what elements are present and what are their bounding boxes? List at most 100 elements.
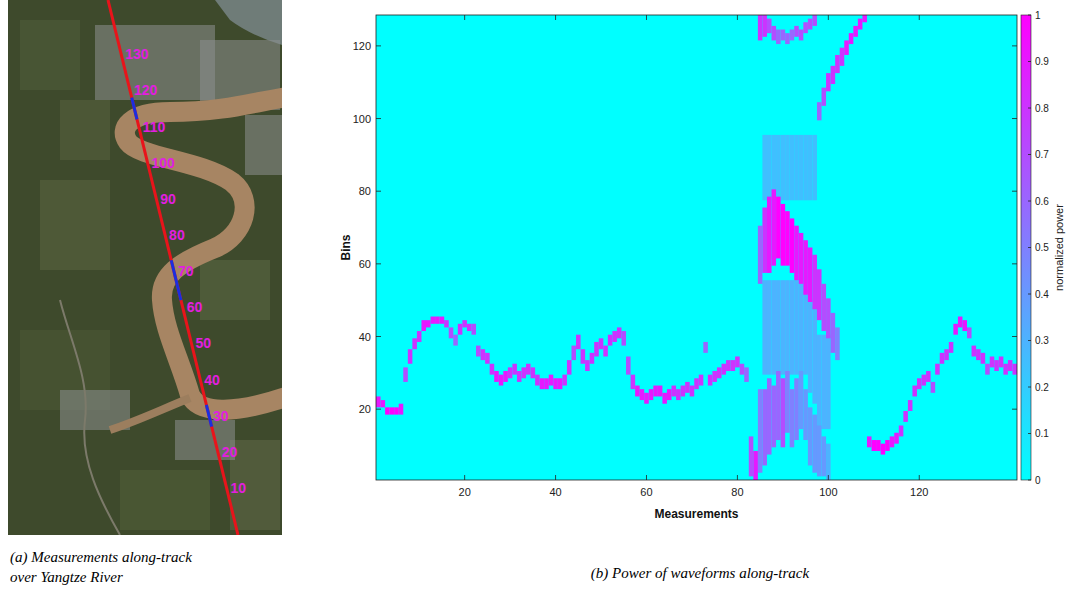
colorbar-tick: [1028, 480, 1031, 481]
cell: [785, 33, 790, 44]
cell: [894, 433, 899, 444]
cell: [762, 135, 767, 200]
cell: [931, 382, 936, 393]
cell: [649, 389, 654, 400]
cell: [881, 444, 886, 455]
cell: [435, 317, 440, 324]
cell: [740, 364, 745, 375]
cell: [808, 407, 813, 465]
cell: [381, 400, 386, 407]
cell: [735, 356, 740, 367]
x-tick: [555, 475, 556, 480]
cell: [772, 26, 777, 41]
field: [200, 260, 270, 320]
cell: [685, 382, 690, 393]
cell: [376, 396, 381, 407]
x-tick: [737, 15, 738, 20]
cell: [471, 324, 476, 335]
cell: [490, 364, 495, 375]
cell: [762, 208, 767, 273]
cell: [803, 22, 808, 33]
cell: [653, 386, 658, 397]
x-axis-title: Measurements: [654, 507, 738, 521]
x-tick: [919, 15, 920, 20]
cell: [694, 378, 699, 389]
cell: [767, 197, 772, 273]
cell: [917, 378, 922, 389]
cell: [849, 33, 854, 44]
cell: [799, 30, 804, 41]
track-label: 130: [125, 46, 149, 62]
x-tick: [555, 15, 556, 20]
cell: [776, 197, 781, 259]
y-tick-label: 120: [353, 40, 371, 52]
cell: [394, 407, 399, 414]
cell: [794, 378, 799, 440]
satellite-ground: [8, 0, 282, 535]
cell: [803, 240, 808, 294]
cell: [744, 367, 749, 382]
cell: [1003, 364, 1008, 375]
cell: [517, 371, 522, 382]
y-tick: [1012, 191, 1017, 192]
cell: [803, 291, 808, 375]
cell: [476, 346, 481, 357]
field: [20, 20, 80, 90]
cell: [767, 135, 772, 200]
colorbar-tick: [1028, 387, 1031, 388]
cell: [408, 349, 413, 364]
y-tick: [1012, 336, 1017, 337]
cell: [808, 19, 813, 30]
track-label: 90: [160, 191, 176, 207]
cell: [585, 360, 590, 371]
colorbar-tick-label: 0.4: [1035, 289, 1049, 300]
cell: [781, 280, 786, 374]
cell: [776, 135, 781, 200]
x-tick-label: 100: [819, 486, 837, 498]
cell: [576, 335, 581, 350]
cell: [767, 378, 772, 454]
cell: [676, 389, 681, 400]
cell: [790, 218, 795, 272]
cell: [776, 30, 781, 45]
cell: [772, 280, 777, 374]
track-label: 60: [187, 299, 203, 315]
cell: [831, 66, 836, 84]
colorbar-tick: [1028, 247, 1031, 248]
colorbar-tick-label: 0.2: [1035, 382, 1049, 393]
caption-a-line: (a) Measurements along-track: [10, 549, 192, 566]
river: [125, 95, 282, 410]
cell: [822, 436, 827, 476]
cell: [726, 360, 731, 371]
cell: [722, 364, 727, 375]
plot-frame: [376, 15, 1017, 480]
x-tick: [646, 475, 647, 480]
cell: [822, 88, 827, 106]
cell: [671, 386, 676, 397]
cell: [799, 233, 804, 284]
cell: [990, 356, 995, 367]
cell: [412, 338, 417, 349]
figure: 102030405060708090100110120130(a) Measur…: [0, 0, 1076, 612]
cell: [981, 353, 986, 364]
tributary: [60, 300, 120, 535]
cell: [808, 298, 813, 392]
cell: [662, 393, 667, 404]
cell: [817, 335, 822, 429]
cell: [758, 226, 763, 284]
cell: [794, 26, 799, 37]
colorbar-tick-label: 0.3: [1035, 335, 1049, 346]
cell: [899, 426, 904, 437]
cell: [462, 320, 467, 327]
colorbar-tick: [1028, 61, 1031, 62]
cell: [835, 55, 840, 73]
cell: [499, 375, 504, 386]
cell: [967, 327, 972, 338]
cell: [449, 327, 454, 338]
cell: [421, 320, 426, 331]
cell: [571, 346, 576, 361]
cell: [390, 407, 395, 414]
cell: [826, 73, 831, 91]
cell: [867, 436, 872, 447]
cell: [858, 19, 863, 30]
